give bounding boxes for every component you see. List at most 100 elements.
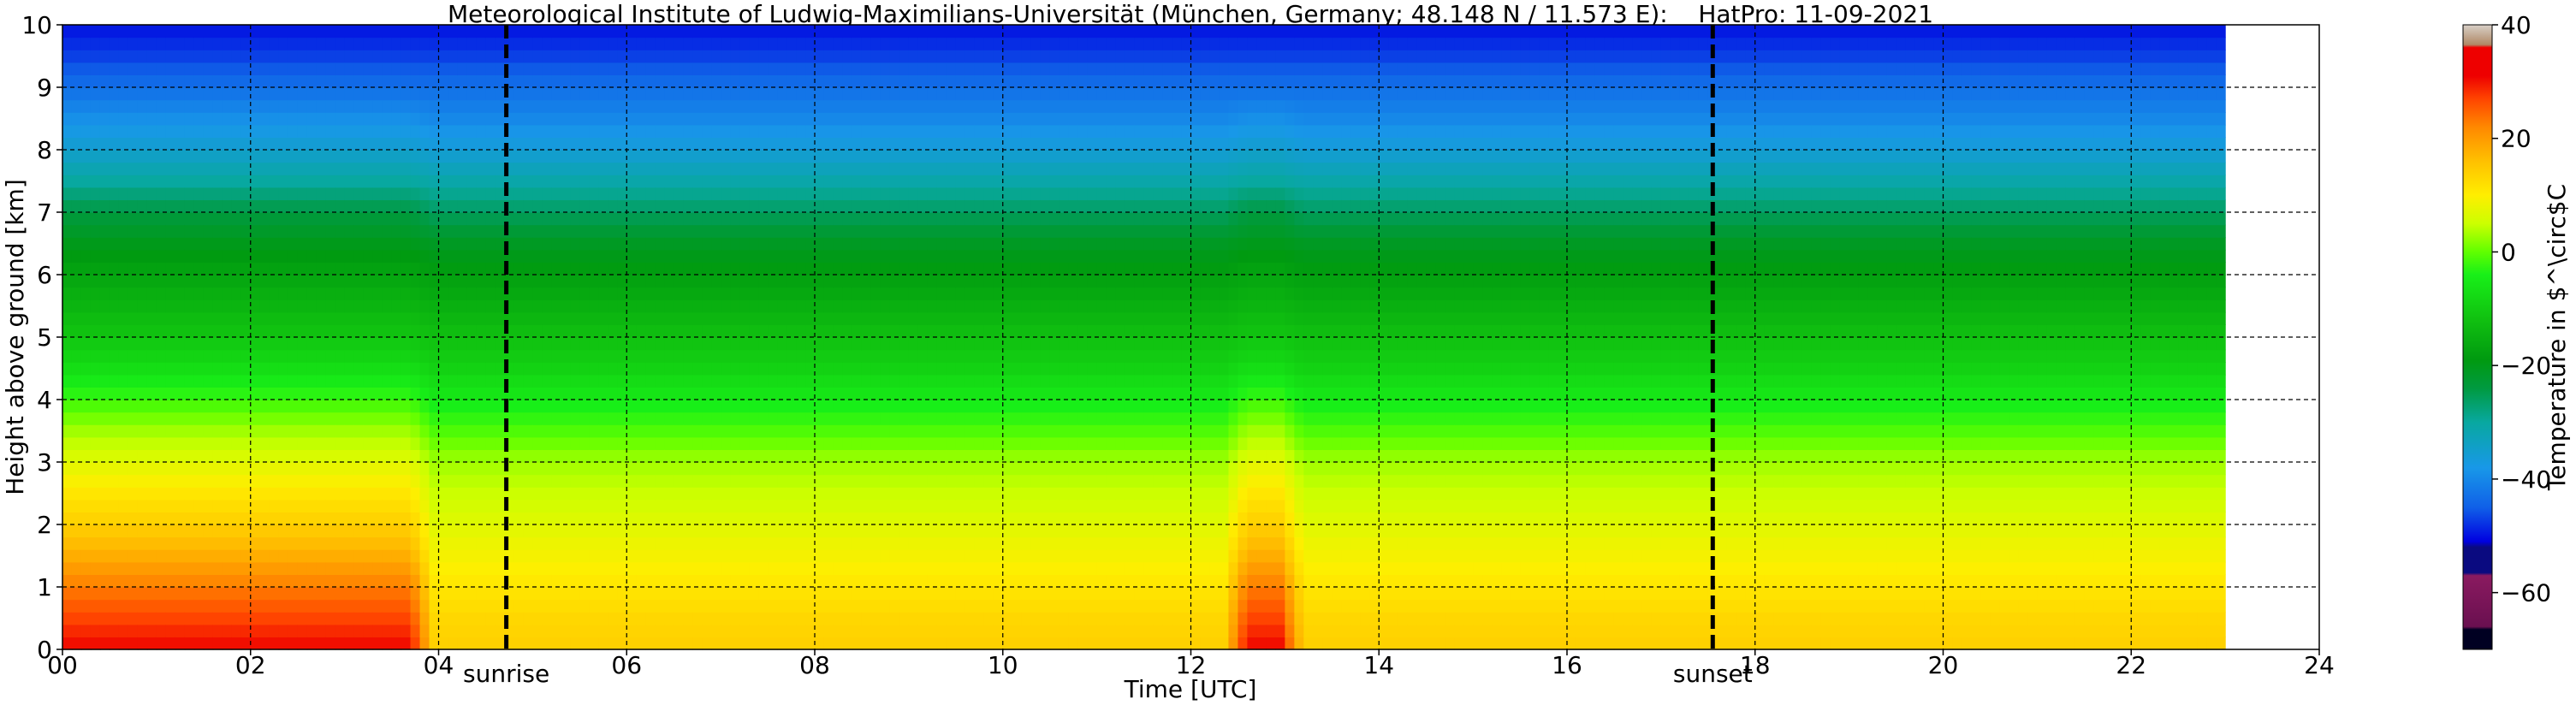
heatmap-cell [928, 275, 938, 287]
heatmap-cell [513, 500, 524, 512]
heatmap-cell [655, 137, 665, 150]
heatmap-cell [288, 549, 299, 562]
heatmap-cell [204, 324, 214, 337]
heatmap-cell [702, 250, 712, 263]
heatmap-cell [383, 562, 393, 575]
heatmap-cell [392, 324, 402, 337]
heatmap-cell [579, 562, 590, 575]
heatmap-cell [899, 212, 910, 225]
heatmap-cell [909, 187, 919, 200]
heatmap-cell [147, 337, 157, 350]
heatmap-cell [241, 524, 252, 537]
heatmap-cell [373, 175, 383, 187]
heatmap-cell [270, 87, 280, 100]
heatmap-cell [392, 262, 402, 275]
heatmap-cell [956, 612, 966, 625]
heatmap-cell [345, 612, 355, 625]
heatmap-cell [119, 587, 129, 600]
heatmap-cell [72, 375, 82, 388]
heatmap-cell [194, 50, 205, 62]
heatmap-cell [241, 437, 252, 450]
heatmap-cell [495, 87, 505, 100]
heatmap-cell [204, 612, 214, 625]
heatmap-cell [119, 500, 129, 512]
heatmap-cell [598, 537, 608, 550]
heatmap-cell [383, 237, 393, 250]
heatmap-cell [608, 449, 618, 462]
heatmap-cell [223, 487, 233, 500]
heatmap-cell [815, 337, 825, 350]
heatmap-cell [796, 625, 806, 637]
heatmap-cell [702, 125, 712, 138]
heatmap-cell [495, 562, 505, 575]
heatmap-cell [411, 100, 421, 113]
heatmap-cell [674, 237, 684, 250]
heatmap-cell [204, 375, 214, 388]
heatmap-cell [862, 74, 872, 87]
heatmap-cell [674, 612, 684, 625]
heatmap-cell [326, 500, 336, 512]
heatmap-cell [674, 600, 684, 613]
heatmap-cell [204, 150, 214, 163]
heatmap-cell [674, 437, 684, 450]
heatmap-cell [476, 337, 486, 350]
heatmap-cell [909, 337, 919, 350]
heatmap-cell [674, 212, 684, 225]
heatmap-cell [457, 612, 467, 625]
heatmap-cell [852, 637, 863, 649]
heatmap-cell [692, 437, 703, 450]
heatmap-cell [899, 275, 910, 287]
heatmap-cell [965, 275, 976, 287]
heatmap-cell [185, 462, 195, 475]
heatmap-cell [62, 587, 73, 600]
heatmap-cell [354, 375, 365, 388]
heatmap-cell [579, 500, 590, 512]
heatmap-cell [786, 549, 797, 562]
heatmap-cell [119, 87, 129, 100]
heatmap-cell [513, 524, 524, 537]
heatmap-cell [62, 324, 73, 337]
heatmap-cell [909, 137, 919, 150]
heatmap-cell [232, 400, 242, 412]
heatmap-cell [128, 299, 139, 312]
heatmap-cell [739, 74, 750, 87]
heatmap-cell [138, 400, 148, 412]
heatmap-cell [777, 562, 787, 575]
heatmap-cell [495, 637, 505, 649]
heatmap-cell [834, 524, 844, 537]
heatmap-cell [843, 524, 853, 537]
heatmap-cell [805, 100, 816, 113]
heatmap-cell [119, 462, 129, 475]
heatmap-cell [984, 150, 994, 163]
heatmap-cell [862, 612, 872, 625]
heatmap-cell [871, 250, 881, 263]
heatmap-cell [890, 150, 900, 163]
heatmap-cell [439, 324, 449, 337]
heatmap-cell [834, 237, 844, 250]
heatmap-cell [354, 625, 365, 637]
heatmap-cell [532, 299, 543, 312]
heatmap-cell [157, 87, 167, 100]
heatmap-cell [326, 312, 336, 325]
heatmap-cell [674, 112, 684, 125]
heatmap-cell [589, 562, 599, 575]
heatmap-cell [476, 562, 486, 575]
heatmap-cell [608, 462, 618, 475]
heatmap-cell [91, 324, 101, 337]
heatmap-cell [805, 250, 816, 263]
heatmap-cell [513, 74, 524, 87]
heatmap-cell [909, 562, 919, 575]
heatmap-cell [692, 112, 703, 125]
heatmap-cell [683, 449, 693, 462]
heatmap-cell [298, 512, 308, 524]
heatmap-cell [664, 125, 674, 138]
heatmap-cell [551, 549, 561, 562]
heatmap-cell [918, 574, 929, 587]
heatmap-cell [523, 337, 533, 350]
heatmap-cell [843, 512, 853, 524]
heatmap-cell [485, 562, 496, 575]
heatmap-cell [570, 187, 580, 200]
heatmap-cell [598, 524, 608, 537]
heatmap-cell [72, 587, 82, 600]
heatmap-cell [786, 163, 797, 175]
